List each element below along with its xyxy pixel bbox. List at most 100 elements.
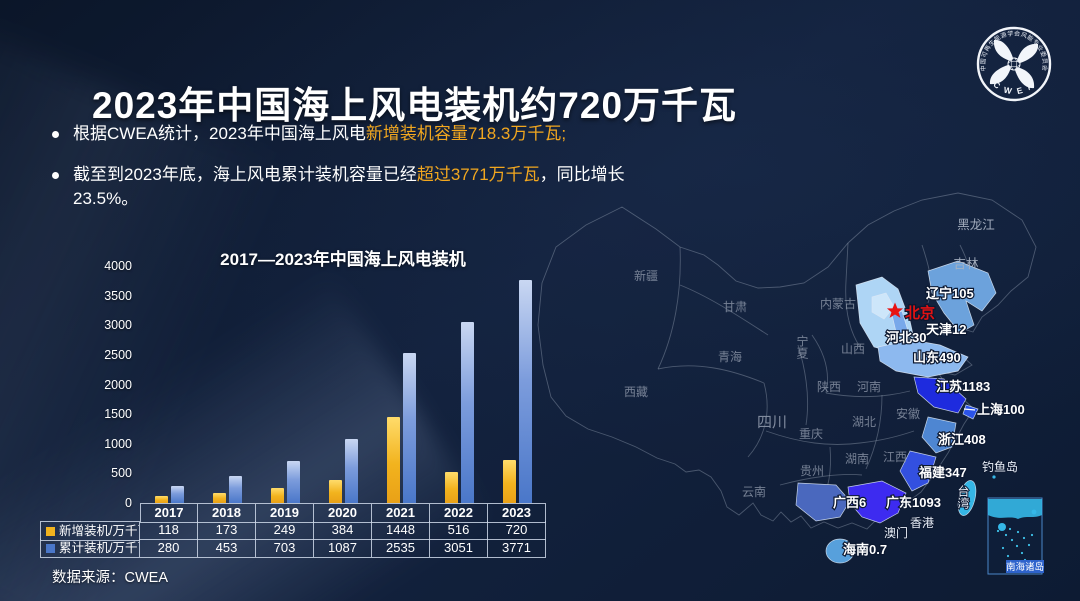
bullet-post: ，同比增长23.5%。 — [73, 165, 625, 208]
y-axis-tick-label: 500 — [111, 466, 132, 481]
province-liaoning — [927, 260, 997, 334]
value-累计装机/万千瓦-2023: 3771 — [488, 539, 546, 558]
svg-text:山东490: 山东490 — [913, 350, 961, 365]
year-header-2023: 2023 — [488, 503, 546, 523]
svg-text:重庆: 重庆 — [799, 427, 823, 441]
bullet-highlight: 超过3771万千瓦 — [416, 165, 540, 184]
cwea-logo: 中国可再生能源学会风能专业委员会 C W E A — [976, 26, 1052, 102]
nanhai-label: 南海诸岛 — [1006, 561, 1044, 573]
y-axis-tick-label: 4000 — [104, 259, 132, 273]
svg-text:钓鱼岛: 钓鱼岛 — [982, 459, 1018, 474]
svg-text:青海: 青海 — [718, 349, 742, 364]
svg-text:辽宁105: 辽宁105 — [926, 286, 974, 301]
shanghai-leader-line — [963, 408, 976, 411]
svg-text:C W E A: C W E A — [991, 79, 1036, 96]
bullet-pre: 截至到2023年底，海上风电累计装机容量已经 — [73, 165, 417, 184]
bar-累计装机/万千瓦-2023 — [518, 280, 532, 503]
year-header-2019: 2019 — [256, 503, 314, 523]
svg-text:西藏: 西藏 — [624, 385, 648, 399]
province-jiangsu — [913, 376, 967, 414]
inset-coast — [988, 499, 1042, 519]
logo-org-cn: 中国可再生能源学会风能专业委员会 — [979, 29, 1049, 72]
svg-text:浙江408: 浙江408 — [938, 432, 986, 447]
bar-group-2021 — [372, 266, 430, 503]
inset-taiwan — [1031, 509, 1037, 515]
svg-text:香港: 香港 — [910, 516, 934, 530]
svg-text:四川: 四川 — [757, 414, 787, 431]
bar-累计装机/万千瓦-2019 — [286, 461, 300, 503]
y-axis-tick-label: 1000 — [104, 436, 132, 451]
capital-marker: 北京 — [886, 302, 936, 323]
y-axis-tick-label: 3000 — [104, 318, 132, 333]
value-新增装机/万千瓦-2019: 249 — [256, 521, 314, 540]
province-value-labels: 辽宁105 天津12 河北30 山东490 江苏1183 上海100 浙江408… — [832, 285, 1026, 558]
value-新增装机/万千瓦-2021: 1448 — [372, 521, 430, 540]
bullet-dot — [52, 131, 59, 138]
province-zhejiang — [921, 416, 957, 454]
value-新增装机/万千瓦-2020: 384 — [314, 521, 372, 540]
page-title: 2023年中国海上风电装机约720万千瓦 — [92, 84, 738, 126]
y-axis-tick-label: 2500 — [104, 347, 132, 362]
svg-text:广东1093: 广东1093 — [886, 495, 941, 510]
bullet-text: 根据CWEA统计，2023年中国海上风电新增装机容量718.3万千瓦; — [73, 122, 566, 146]
province-shandong — [877, 339, 969, 378]
bar-累计装机/万千瓦-2017 — [170, 486, 184, 503]
bar-新增装机/万千瓦-2020 — [328, 480, 342, 503]
province-tianjin — [891, 310, 909, 337]
capital-label: 北京 — [905, 304, 935, 322]
value-累计装机/万千瓦-2022: 3051 — [430, 539, 488, 558]
inset-label-chip — [1006, 560, 1044, 573]
bar-group-2019 — [256, 266, 314, 503]
svg-text:台湾: 台湾 — [956, 484, 970, 510]
bar-累计装机/万千瓦-2020 — [344, 439, 358, 503]
value-累计装机/万千瓦-2020: 1087 — [314, 539, 372, 558]
svg-text:湖南: 湖南 — [845, 451, 869, 466]
diaoyu-island-dot — [992, 475, 996, 479]
svg-text:海南0.7: 海南0.7 — [843, 542, 887, 557]
logo-globe — [1007, 57, 1021, 71]
bullet-highlight: 新增装机容量718.3万千瓦; — [365, 124, 567, 143]
province-guangdong — [847, 480, 907, 524]
legend-新增装机/万千瓦: 新增装机/万千瓦 — [40, 521, 140, 541]
bullet-pre: 根据CWEA统计，2023年中国海上风电 — [73, 124, 366, 143]
svg-text:江苏1183: 江苏1183 — [936, 379, 990, 394]
svg-text:福建347: 福建347 — [918, 465, 967, 480]
province-fujian — [899, 450, 937, 492]
svg-text:宁夏: 宁夏 — [795, 334, 809, 359]
year-header-2018: 2018 — [198, 503, 256, 523]
value-新增装机/万千瓦-2022: 516 — [430, 521, 488, 540]
bar-累计装机/万千瓦-2022 — [460, 322, 474, 503]
chart-title: 2017—2023年中国海上风电装机 — [220, 250, 466, 269]
bar-新增装机/万千瓦-2017 — [154, 496, 168, 503]
star-icon — [886, 302, 904, 318]
nanhai-inset: 南海诸岛 — [987, 497, 1044, 575]
value-累计装机/万千瓦-2018: 453 — [198, 539, 256, 558]
bar-新增装机/万千瓦-2019 — [270, 488, 284, 503]
bullet-item: 截至到2023年底，海上风电累计装机容量已经超过3771万千瓦，同比增长23.5… — [44, 163, 664, 211]
svg-text:云南: 云南 — [742, 484, 766, 499]
y-axis-tick-label: 2000 — [104, 377, 132, 392]
value-累计装机/万千瓦-2017: 280 — [140, 539, 198, 558]
value-累计装机/万千瓦-2021: 2535 — [372, 539, 430, 558]
bullet-item: 根据CWEA统计，2023年中国海上风电新增装机容量718.3万千瓦; — [44, 122, 664, 146]
bar-group-2018 — [198, 266, 256, 503]
bar-groups — [140, 266, 546, 503]
bar-累计装机/万千瓦-2018 — [228, 476, 242, 503]
chart-data-table: 2017201820192020202120222023新增装机/万千瓦1181… — [40, 503, 552, 558]
svg-text:澳门: 澳门 — [884, 525, 908, 540]
legend-swatch-icon — [46, 544, 55, 553]
legend-累计装机/万千瓦: 累计装机/万千瓦 — [40, 539, 140, 558]
y-axis-tick-label: 1500 — [104, 407, 132, 422]
province-hainan — [825, 538, 855, 564]
chart-plot-area: 0 500 1000 1500 2000 2500 3000 3500 4000 — [104, 259, 546, 510]
svg-text:贵州: 贵州 — [800, 464, 824, 478]
bar-新增装机/万千瓦-2023 — [502, 460, 516, 503]
value-新增装机/万千瓦-2023: 720 — [488, 521, 546, 540]
china-map: 新疆 甘肃 青海 西藏 内蒙古 宁夏 山西 陕西 河南 四川 重庆 湖北 安徽 … — [537, 192, 1044, 575]
svg-text:广西6: 广西6 — [833, 495, 866, 510]
province-beijing — [871, 292, 895, 320]
province-shanghai — [962, 404, 979, 420]
bar-新增装机/万千瓦-2018 — [212, 493, 226, 503]
bullet-dot — [52, 172, 59, 179]
